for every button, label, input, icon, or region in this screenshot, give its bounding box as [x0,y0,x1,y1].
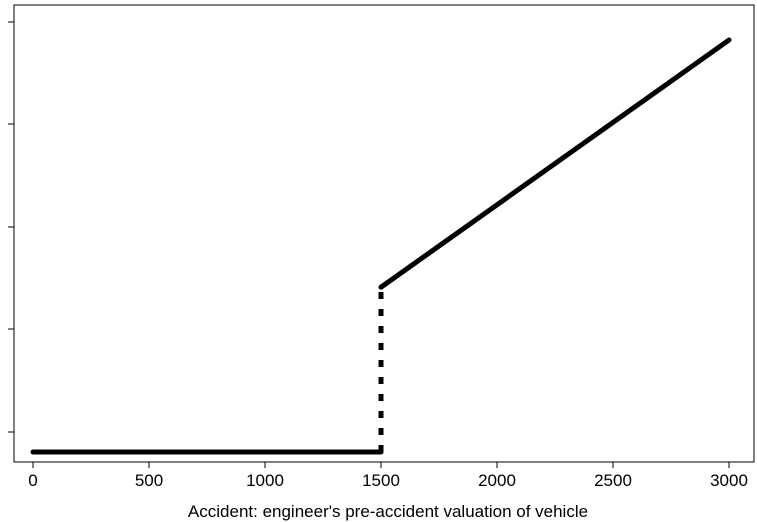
x-axis-ticks: 0 500 1000 1500 2000 2500 3000 [28,462,748,490]
y-axis-ticks [8,21,14,433]
series-group [30,37,732,455]
x-tick-label: 500 [135,471,163,490]
x-tick-label: 3000 [710,471,748,490]
x-tick-label: 2000 [478,471,516,490]
plot-frame [13,4,755,463]
series-line-3 [378,37,732,290]
x-axis-label: Accident: engineer's pre-accident valuat… [188,502,588,521]
x-tick-label: 0 [28,471,37,490]
x-tick-label: 1500 [362,471,400,490]
x-tick-label: 1000 [246,471,284,490]
x-tick-label: 2500 [594,471,632,490]
